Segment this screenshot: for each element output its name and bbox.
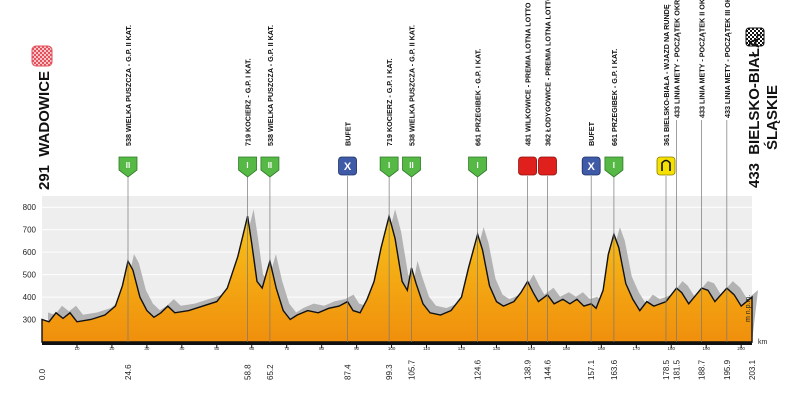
x-axis-unit-label: km <box>758 339 768 346</box>
marker-label: 361 BIELSKO-BIAŁA - WJAZD NA RUNDĘ <box>662 4 671 146</box>
start-block: 291 WADOWICE <box>32 46 53 190</box>
marker-km-label: 181.5 <box>672 359 681 380</box>
marker-km-label: 65.2 <box>266 364 275 380</box>
marker-km-label: 124.6 <box>474 359 483 380</box>
x-tick-label: 60 <box>249 346 255 351</box>
sprint-icon <box>538 157 556 175</box>
marker-label: BUFET <box>344 121 353 146</box>
climb-category-symbol: I <box>476 161 478 170</box>
finish-block: 433 BIELSKO-BIAŁA, ŚLĄSKIE <box>746 28 781 188</box>
climb-category-symbol: I <box>246 161 248 170</box>
x-tick-label: 190 <box>702 346 710 351</box>
x-tick-label: 200 <box>737 346 745 351</box>
feed-zone-symbol: X <box>344 161 352 173</box>
feed-zone-symbol: X <box>588 161 596 173</box>
x-tick-label: 150 <box>563 346 571 351</box>
x-tick-label: 170 <box>633 346 641 351</box>
start-distance: 291 <box>36 165 53 190</box>
marker-km-label: 195.9 <box>723 359 732 380</box>
marker-km-label: 144.6 <box>543 359 552 380</box>
marker-label: BUFET <box>587 121 596 146</box>
marker-label: 719 KOCIERZ - G.P. I KAT. <box>385 58 394 146</box>
y-axis: 300 400 500 600 700 800 <box>23 203 37 324</box>
marker-km-label: 24.6 <box>124 364 133 380</box>
finish-name-line2: ŚLĄSKIE <box>763 85 781 150</box>
marker-km-label: 178.5 <box>662 359 671 380</box>
marker-label: 538 WIELKA PUSZCZA - G.P. II KAT. <box>408 25 417 146</box>
x-tick-label: 20 <box>109 346 115 351</box>
x-tick-label: 40 <box>179 346 185 351</box>
climb-category-symbol: II <box>409 161 413 170</box>
x-axis: 10 20 30 40 50 60 70 80 90 100 110 120 130 140 150 160 1… <box>38 342 757 380</box>
x-tick-label: 180 <box>667 346 675 351</box>
start-flag-icon <box>32 46 52 66</box>
finish-distance: 433 <box>746 163 763 188</box>
climb-category-symbol: I <box>613 161 615 170</box>
finish-name: BIELSKO-BIAŁA, <box>746 33 763 155</box>
marker-km-label: 203.1 <box>748 359 757 380</box>
marker-label: 433 LINIA METY - POCZĄTEK OKRĄŻENIA <box>672 0 681 118</box>
x-tick-label: 110 <box>423 346 431 351</box>
y-axis-unit-label: m n.p.m. <box>745 295 752 322</box>
sprint-icon <box>519 157 537 175</box>
marker-km-label: 138.9 <box>524 359 533 380</box>
y-tick-label: 400 <box>23 293 37 302</box>
y-tick-label: 700 <box>23 226 37 235</box>
marker-label: 538 WIELKA PUSZCZA - G.P. II KAT. <box>266 25 275 146</box>
x-tick-label: 90 <box>354 346 360 351</box>
x-tick-label: 80 <box>319 346 325 351</box>
marker-km-label: 0.0 <box>38 368 47 380</box>
start-label: 291 WADOWICE <box>36 71 53 190</box>
x-tick-label: 160 <box>598 346 606 351</box>
marker-label: 538 WIELKA PUSZCZA - G.P. II KAT. <box>124 25 133 146</box>
x-tick-label: 10 <box>74 346 80 351</box>
x-tick-label: 30 <box>144 346 150 351</box>
marker-label: 481 WILKOWICE - PREMIA LOTNA LOTTO <box>524 2 533 146</box>
y-tick-label: 500 <box>23 271 37 280</box>
x-tick-label: 50 <box>214 346 220 351</box>
marker-label: 719 KOCIERZ - G.P. I KAT. <box>244 58 253 146</box>
x-tick-label: 130 <box>493 346 501 351</box>
marker-km-label: 163.6 <box>610 359 619 380</box>
y-tick-label: 600 <box>23 248 37 257</box>
climb-category-symbol: I <box>388 161 390 170</box>
start-name: WADOWICE <box>36 71 53 157</box>
stage-profile-chart: 300 400 500 600 700 800 10 20 30 40 50 60 70 80 90 100… <box>0 0 790 404</box>
y-tick-label: 800 <box>23 203 37 212</box>
marker-km-label: 188.7 <box>698 359 707 380</box>
marker-km-label: 87.4 <box>344 364 353 380</box>
marker-label: 362 ŁODYGOWICE - PREMIA LOTNA LOTTO <box>543 0 552 146</box>
marker-label: 661 PRZEGIBEK - G.P. I KAT. <box>474 49 483 146</box>
stage-profile: 300 400 500 600 700 800 10 20 30 40 50 60 70 80 90 100… <box>0 0 790 404</box>
finish-label: 433 BIELSKO-BIAŁA, <box>746 33 763 188</box>
x-tick-label: 120 <box>458 346 466 351</box>
marker-km-label: 99.3 <box>385 364 394 380</box>
x-tick-label: 100 <box>388 346 396 351</box>
marker-km-label: 105.7 <box>408 359 417 380</box>
x-tick-label: 140 <box>528 346 536 351</box>
x-axis-bar <box>42 342 752 345</box>
marker-label: 433 LINIA METY - POCZĄTEK III OKRĄŻENIA <box>723 0 732 118</box>
marker-label: 433 LINIA METY - POCZĄTEK II OKRĄŻENIA <box>698 0 707 118</box>
climb-category-symbol: II <box>268 161 272 170</box>
y-tick-label: 300 <box>23 316 37 325</box>
x-tick-label: 70 <box>284 346 290 351</box>
marker-label: 661 PRZEGIBEK - G.P. I KAT. <box>610 49 619 146</box>
climb-category-symbol: II <box>126 161 130 170</box>
marker-km-label: 157.1 <box>587 359 596 380</box>
marker-km-label: 58.8 <box>244 364 253 380</box>
